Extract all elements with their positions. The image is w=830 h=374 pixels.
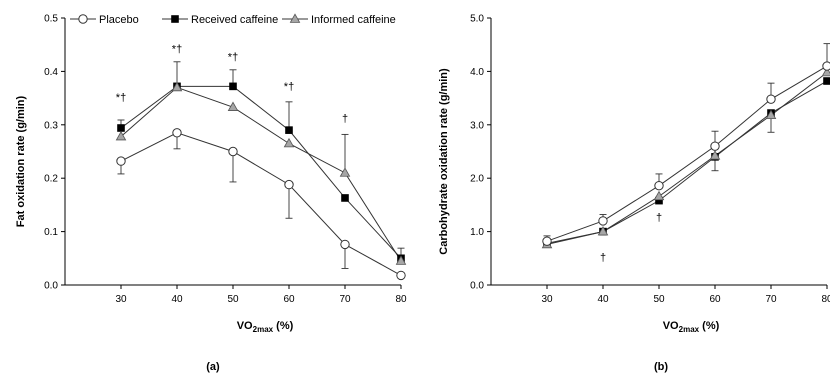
x-tick-label: 70 bbox=[765, 294, 777, 305]
placebo-marker bbox=[396, 270, 406, 281]
informed-caffeine-marker bbox=[339, 167, 351, 177]
series-line bbox=[120, 86, 402, 262]
received-caffeine-marker bbox=[655, 196, 663, 205]
y-tick-label: 0.2 bbox=[44, 174, 58, 185]
received-caffeine-marker bbox=[171, 15, 179, 23]
placebo-marker bbox=[116, 156, 126, 166]
x-axis-title: VO2max (%) bbox=[663, 320, 720, 334]
series-line bbox=[120, 85, 402, 259]
x-tick-label: 60 bbox=[709, 294, 721, 305]
series-line bbox=[546, 80, 828, 244]
significance-annotation: *† bbox=[284, 81, 294, 93]
significance-annotation: † bbox=[656, 212, 662, 224]
legend: Placebo Received caffeine Informed caffein… bbox=[70, 13, 396, 26]
x-tick-label: 80 bbox=[821, 294, 830, 305]
y-tick-label: 5.0 bbox=[470, 14, 484, 25]
placebo-marker bbox=[78, 14, 88, 24]
received-caffeine-marker bbox=[285, 126, 293, 134]
placebo-marker bbox=[228, 146, 238, 157]
received-caffeine-marker bbox=[823, 77, 830, 85]
significance-annotation: *† bbox=[172, 44, 182, 56]
y-tick-label: 1.0 bbox=[470, 227, 484, 238]
y-tick-label: 0.4 bbox=[44, 67, 58, 78]
panel-label: (a) bbox=[206, 361, 220, 373]
legend-label: Received caffeine bbox=[191, 14, 278, 26]
informed-caffeine-marker bbox=[115, 130, 127, 141]
informed-caffeine-marker bbox=[653, 190, 665, 201]
x-tick-label: 70 bbox=[339, 294, 351, 305]
x-axis-title-unit: (%) bbox=[699, 320, 720, 332]
informed-caffeine-marker bbox=[765, 109, 777, 119]
informed-caffeine-marker bbox=[709, 150, 721, 160]
series-line bbox=[546, 72, 828, 245]
informed-caffeine-marker bbox=[171, 81, 183, 92]
received-caffeine-marker bbox=[341, 194, 349, 202]
informed-caffeine-marker bbox=[283, 137, 295, 148]
legend-label: Placebo bbox=[99, 14, 139, 26]
informed-caffeine-marker bbox=[289, 13, 301, 23]
x-tick-label: 50 bbox=[653, 294, 665, 305]
significance-annotation: † bbox=[342, 113, 348, 125]
y-tick-label: 0.5 bbox=[44, 14, 58, 25]
y-tick-label: 4.0 bbox=[470, 67, 484, 78]
received-caffeine-marker bbox=[117, 124, 125, 132]
significance-annotation: † bbox=[600, 252, 606, 264]
panel-label: (b) bbox=[654, 361, 668, 373]
x-axis-title: VO2max (%) bbox=[237, 320, 294, 334]
placebo-marker bbox=[542, 236, 552, 246]
legend-label: Informed caffeine bbox=[311, 14, 396, 26]
y-tick-label: 0.0 bbox=[44, 281, 58, 292]
placebo-marker bbox=[654, 180, 664, 191]
y-tick-label: 0.0 bbox=[470, 281, 484, 292]
panel-b: 0.0 1.0 2.0 3.0 4.0 5.0 30 40 50 60 70 80 Carbohydra… bbox=[438, 14, 830, 373]
informed-caffeine-marker bbox=[395, 255, 407, 265]
x-axis-title-base: VO bbox=[237, 320, 253, 332]
significance-annotation: *† bbox=[116, 92, 126, 104]
x-axis-title-unit: (%) bbox=[273, 320, 294, 332]
x-tick-label: 60 bbox=[283, 294, 295, 305]
informed-caffeine-marker bbox=[227, 101, 239, 111]
y-tick-label: 0.3 bbox=[44, 120, 58, 131]
y-tick-label: 3.0 bbox=[470, 120, 484, 131]
x-tick-label: 30 bbox=[115, 294, 127, 305]
placebo-marker bbox=[766, 94, 776, 104]
y-tick-label: 2.0 bbox=[470, 174, 484, 185]
series-line bbox=[120, 132, 402, 276]
received-caffeine-marker bbox=[229, 82, 237, 91]
placebo-marker bbox=[710, 141, 720, 151]
x-tick-label: 40 bbox=[597, 294, 609, 305]
placebo-marker bbox=[284, 179, 294, 190]
x-tick-label: 30 bbox=[541, 294, 553, 305]
placebo-marker bbox=[340, 239, 350, 250]
x-tick-label: 50 bbox=[227, 294, 239, 305]
placebo-marker bbox=[172, 128, 182, 138]
y-axis-title: Carbohydrate oxidation rate (g/min) bbox=[438, 68, 450, 255]
informed-caffeine-marker bbox=[597, 225, 609, 236]
x-axis-title-base: VO bbox=[663, 320, 679, 332]
x-axis-title-subscript: 2max bbox=[253, 325, 274, 334]
y-axis-title: Fat oxidation rate (g/min) bbox=[15, 95, 27, 227]
placebo-marker bbox=[598, 216, 608, 226]
panel-a: 0.0 0.1 0.2 0.3 0.4 0.5 30 40 50 60 70 80 Fat oxidat… bbox=[15, 13, 407, 373]
series-line bbox=[546, 65, 828, 242]
x-tick-label: 40 bbox=[171, 294, 183, 305]
x-tick-label: 80 bbox=[395, 294, 407, 305]
placebo-marker bbox=[822, 61, 830, 71]
significance-annotation: *† bbox=[228, 52, 238, 64]
x-axis-title-subscript: 2max bbox=[679, 325, 700, 334]
y-tick-label: 0.1 bbox=[44, 227, 58, 238]
